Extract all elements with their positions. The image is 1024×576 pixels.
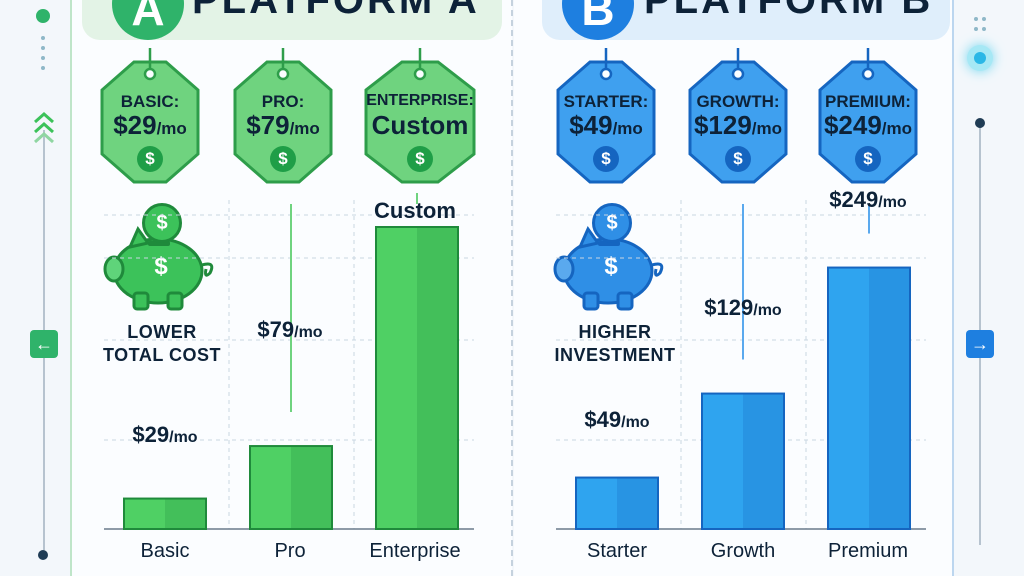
value-label: Custom bbox=[374, 198, 456, 223]
value-label: $129/mo bbox=[704, 295, 782, 320]
dollar-coin-icon: $ bbox=[407, 146, 433, 172]
chevron-up-icon bbox=[34, 111, 54, 144]
right-rail: → bbox=[952, 0, 1024, 576]
tag-icon bbox=[100, 48, 200, 184]
rail-dot-small bbox=[982, 17, 986, 21]
tag-icon bbox=[233, 48, 333, 184]
tag-plan-name: PRO: bbox=[261, 92, 305, 111]
rail-dot-small bbox=[41, 46, 45, 50]
tag-icon bbox=[818, 48, 918, 184]
rail-dot-small bbox=[41, 36, 45, 40]
bar-pro bbox=[249, 445, 333, 530]
price-tag-enterprise: ENTERPRISE: Custom $ bbox=[360, 48, 480, 184]
left-rail: ← bbox=[0, 0, 72, 576]
value-label: $49/mo bbox=[584, 407, 650, 432]
platform-b-panel: B PLATFORM B STARTER: $49/mo $ GROWTH: $… bbox=[514, 0, 952, 576]
tag-plan-name: STARTER: bbox=[563, 92, 649, 111]
tag-plan-price: $49/mo bbox=[569, 110, 643, 140]
bar-premium bbox=[827, 266, 911, 531]
tag-plan-price: Custom bbox=[371, 110, 469, 140]
center-divider bbox=[511, 0, 513, 576]
price-tag-premium: PREMIUM: $249/mo $ bbox=[814, 48, 922, 184]
tag-plan-name: PREMIUM: bbox=[825, 92, 911, 111]
platform-b-bar-chart bbox=[556, 200, 926, 531]
category-label: Premium bbox=[827, 540, 908, 562]
tag-plan-name: ENTERPRISE: bbox=[366, 92, 474, 109]
tag-plan-price: $249/mo bbox=[823, 110, 913, 140]
tag-icon bbox=[688, 48, 788, 184]
note-line: INVESTMENT bbox=[554, 345, 676, 365]
category-label: Basic bbox=[140, 540, 190, 562]
platform-a-title: PLATFORM A bbox=[192, 0, 480, 22]
rail-dot-small bbox=[974, 27, 978, 31]
tag-icon bbox=[556, 48, 656, 184]
higher-investment-note: HIGHER INVESTMENT bbox=[540, 322, 690, 366]
price-tag-starter: STARTER: $49/mo $ bbox=[552, 48, 660, 184]
rail-dot-small bbox=[982, 27, 986, 31]
bar-growth bbox=[701, 392, 785, 530]
platform-a-panel: A PLATFORM A BASIC: $29/mo $ PRO: $79/mo… bbox=[72, 0, 512, 576]
category-label: Pro bbox=[274, 540, 306, 562]
tag-plan-name: BASIC: bbox=[120, 92, 180, 111]
piggy-dollar-sign: $ bbox=[604, 253, 618, 280]
rail-dot-small bbox=[974, 17, 978, 21]
dollar-coin-icon: $ bbox=[593, 146, 619, 172]
next-arrow-button[interactable]: → bbox=[966, 330, 994, 358]
piggy-coin-icon: $ bbox=[142, 203, 182, 243]
tag-plan-price: $29/mo bbox=[113, 110, 187, 140]
category-label: Enterprise bbox=[369, 540, 461, 562]
left-panel-border bbox=[70, 0, 72, 576]
price-tag-growth: GROWTH: $129/mo $ bbox=[684, 48, 792, 184]
bar-shade bbox=[165, 499, 205, 528]
piggy-coin-icon: $ bbox=[592, 203, 632, 243]
category-label: Starter bbox=[586, 540, 648, 562]
tag-icon bbox=[364, 48, 476, 184]
rail-glow-dot-core bbox=[974, 52, 986, 64]
value-label: $249/mo bbox=[829, 187, 907, 212]
value-label: $79/mo bbox=[257, 317, 323, 342]
note-line: TOTAL COST bbox=[102, 345, 221, 365]
platform-a-bar-chart bbox=[104, 193, 474, 530]
rail-bottom-dot bbox=[38, 550, 48, 560]
rail-dot-small bbox=[41, 56, 45, 60]
bar bbox=[375, 226, 459, 530]
tag-plan-price: $79/mo bbox=[246, 110, 320, 140]
bar-basic bbox=[123, 497, 207, 530]
dollar-coin-icon: $ bbox=[855, 146, 881, 172]
note-line: HIGHER bbox=[578, 322, 652, 342]
dollar-coin-icon: $ bbox=[137, 146, 163, 172]
bar bbox=[123, 497, 207, 530]
bar bbox=[575, 476, 659, 530]
lower-total-cost-note: LOWER TOTAL COST bbox=[92, 322, 232, 366]
dollar-coin-icon: $ bbox=[725, 146, 751, 172]
rail-dot bbox=[975, 118, 985, 128]
tag-plan-name: GROWTH: bbox=[696, 92, 780, 111]
note-line: LOWER bbox=[127, 322, 197, 342]
price-tag-pro: PRO: $79/mo $ bbox=[229, 48, 337, 184]
platform-b-title: PLATFORM B bbox=[644, 0, 934, 22]
bar bbox=[701, 392, 785, 530]
bar-shade bbox=[743, 394, 783, 528]
bar-starter bbox=[575, 476, 659, 530]
bar-enterprise bbox=[375, 226, 459, 530]
bar bbox=[249, 445, 333, 530]
category-label: Growth bbox=[710, 540, 776, 562]
piggy-bank-icon bbox=[103, 225, 214, 311]
bar-shade bbox=[869, 268, 909, 528]
piggy-dollar-sign: $ bbox=[154, 253, 168, 280]
bar-shade bbox=[417, 228, 457, 528]
rail-top-dot bbox=[36, 9, 50, 23]
bar-shade bbox=[617, 478, 657, 528]
dollar-coin-icon: $ bbox=[270, 146, 296, 172]
tag-plan-price: $129/mo bbox=[693, 110, 783, 140]
right-panel-border bbox=[952, 0, 954, 576]
bar bbox=[827, 266, 911, 531]
value-label: $29/mo bbox=[132, 422, 198, 447]
prev-arrow-button[interactable]: ← bbox=[30, 330, 58, 358]
bar-shade bbox=[291, 447, 331, 528]
price-tag-basic: BASIC: $29/mo $ bbox=[96, 48, 204, 184]
rail-dot-small bbox=[41, 66, 45, 70]
